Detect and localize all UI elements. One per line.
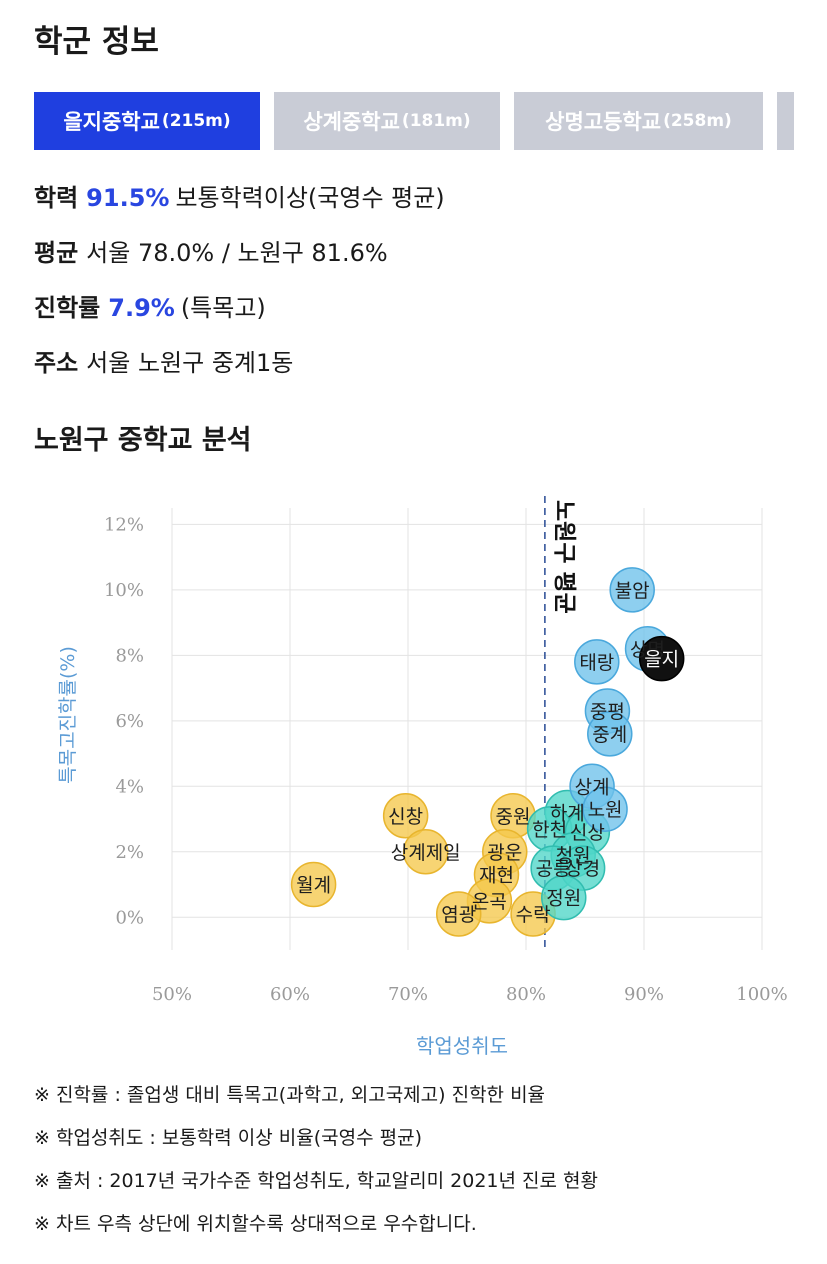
info-label: 진학률: [34, 294, 101, 322]
bubble-label: 수락: [516, 904, 551, 926]
bubble-label: 불암: [615, 580, 650, 602]
bubble-label: 염광: [441, 904, 476, 926]
footnote: ※ 학업성취도 : 보통학력 이상 비율(국영수 평균): [34, 1127, 423, 1149]
tab-school-name: 을지중학교: [63, 110, 160, 134]
tab-school-next[interactable]: [777, 92, 794, 150]
x-tick-label: 60%: [270, 984, 310, 1005]
bubble-label: 을지: [644, 649, 679, 671]
y-tick-label: 12%: [104, 514, 144, 535]
bubble-yellow: [382, 793, 429, 839]
tab-school-distance: (181m): [401, 111, 471, 131]
bubble-yellow: [402, 829, 449, 875]
y-tick-label: 2%: [115, 842, 144, 863]
bubble-self: [638, 635, 685, 682]
bubble-label: 노원: [588, 799, 623, 821]
bubble-label: 상경: [565, 858, 600, 880]
bubble-label: 상계: [575, 776, 610, 798]
x-tick-label: 100%: [736, 984, 787, 1005]
bubble-yellow: [290, 861, 337, 908]
bubble-label: 온곡: [472, 891, 507, 913]
bubble-blue: [609, 567, 655, 613]
bubble-label: 재현: [479, 865, 514, 887]
tab-school-name: 상계중학교: [303, 110, 400, 134]
bubble-teal: [541, 874, 587, 921]
info-text: (특목고): [180, 294, 266, 322]
analysis-title: 노원구 중학교 분석: [34, 425, 252, 456]
bubble-label: 상명: [630, 639, 665, 661]
tab-school-1[interactable]: 상계중학교 (181m): [274, 92, 500, 150]
info-row-advancement: 진학률 7.9% (특목고): [34, 288, 266, 323]
tab-school-distance: (258m): [663, 111, 732, 131]
info-highlight: 91.5%: [86, 184, 170, 212]
x-axis-title: 학업성취도: [416, 1034, 508, 1058]
x-tick-label: 80%: [506, 984, 546, 1005]
scatter-chart: 0% 2% 4% 6% 8% 10% 12% 50% 60% 70% 80% 90% 100% 노원구 평…: [57, 496, 788, 1058]
x-tick-label: 70%: [388, 984, 428, 1005]
y-tick-label: 6%: [115, 711, 144, 732]
x-tick-label: 50%: [152, 984, 192, 1005]
y-axis-title: 특목고진학률(%): [57, 646, 79, 784]
info-row-achievement: 학력 91.5% 보통학력이상(국영수 평균): [34, 178, 445, 213]
info-label: 주소: [34, 349, 79, 377]
bubble-label: 태랑: [579, 652, 614, 674]
school-info-title: 학군 정보: [34, 24, 159, 60]
bubble-label: 중평: [590, 701, 625, 723]
info-text: 보통학력이상(국영수 평균): [175, 184, 445, 212]
footnote: ※ 출처 : 2017년 국가수준 학업성취도, 학교알리미 2021년 진로 …: [34, 1170, 598, 1192]
school-tabs: 을지중학교 (215m) 상계중학교 (181m) 상명고등학교 (258m): [34, 92, 794, 150]
bubble-label: 공릉: [536, 858, 571, 880]
bubble-blue: [574, 639, 620, 685]
info-highlight: 7.9%: [108, 294, 175, 322]
bubble-yellow: [435, 891, 482, 937]
bubble-label: 중계: [592, 724, 627, 746]
tab-school-0[interactable]: 을지중학교 (215m): [34, 92, 260, 150]
y-tick-label: 4%: [115, 776, 144, 797]
bubble-label: 하계: [550, 802, 585, 824]
reference-line-label: 노원구 평균: [551, 500, 577, 614]
tab-school-distance: (215m): [161, 111, 231, 131]
info-text: 서울 노원구 중계1동: [86, 349, 294, 377]
bubble-label: 월계: [296, 875, 331, 897]
footnotes: ※ 진학률 : 졸업생 대비 특목고(과학고, 외고국제고) 진학한 비율 ※ …: [34, 1083, 598, 1255]
tab-school-2[interactable]: 상명고등학교 (258m): [514, 92, 763, 150]
x-tick-label: 90%: [624, 984, 664, 1005]
info-label: 평균: [34, 239, 79, 267]
bubble-label: 중원: [496, 806, 531, 828]
y-tick-label: 10%: [104, 580, 144, 601]
y-tick-label: 8%: [115, 645, 144, 666]
tab-school-name: 상명고등학교: [545, 110, 662, 134]
info-text: 서울 78.0% / 노원구 81.6%: [86, 239, 388, 267]
info-label: 학력: [34, 184, 79, 212]
bubble-label: 한천: [532, 819, 567, 841]
bubble-blue: [582, 786, 628, 832]
info-row-address: 주소 서울 노원구 중계1동: [34, 343, 293, 378]
bubble-label: 정원: [546, 888, 581, 910]
bubble-label: 신창: [388, 806, 423, 828]
footnote: ※ 진학률 : 졸업생 대비 특목고(과학고, 외고국제고) 진학한 비율: [34, 1084, 546, 1106]
bubble-label: 청원: [556, 845, 591, 867]
info-row-average: 평균 서울 78.0% / 노원구 81.6%: [34, 233, 388, 268]
y-tick-label: 0%: [115, 907, 144, 928]
footnote: ※ 차트 우측 상단에 위치할수록 상대적으로 우수합니다.: [34, 1213, 477, 1235]
bubble-label: 광운: [487, 842, 522, 864]
bubble-label: 신상: [570, 822, 605, 844]
bubble-blue: [587, 711, 633, 757]
bubble-label: 상계제일: [391, 842, 461, 864]
